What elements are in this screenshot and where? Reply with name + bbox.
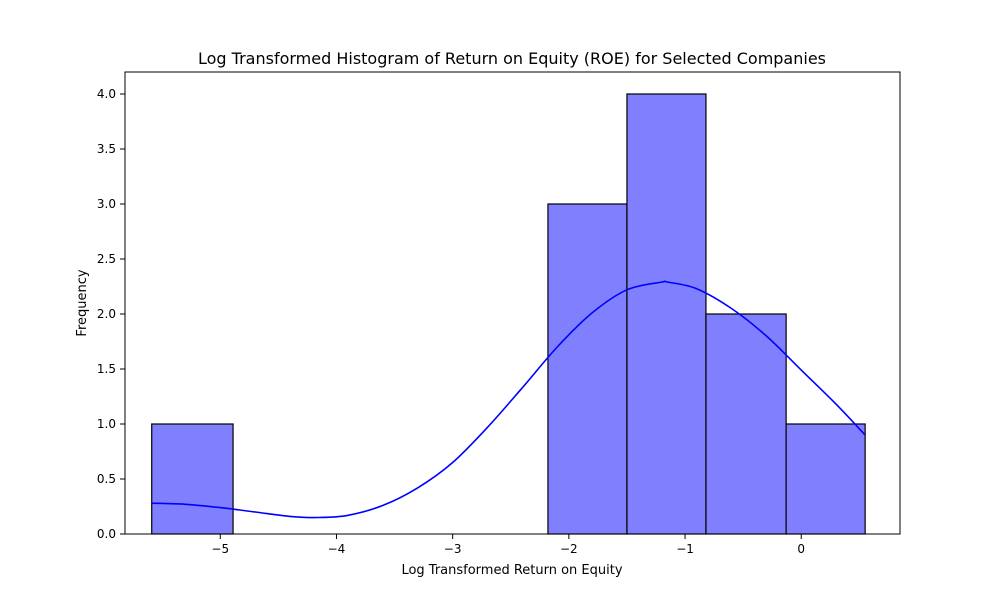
histogram-bar-8 [785, 423, 866, 535]
x-tick-label: −1 [676, 542, 694, 556]
y-axis: 0.0 0.5 1.0 1.5 2.0 2.5 3.0 3.5 4.0 [97, 87, 125, 541]
plot-frame [124, 71, 901, 535]
kde-layer [151, 280, 866, 519]
x-tick-label: 0 [797, 542, 805, 556]
histogram-bar-6 [626, 93, 707, 535]
histogram-bars [151, 93, 866, 535]
histogram-bar-0 [151, 423, 234, 535]
histogram-bar-5 [547, 203, 628, 535]
y-tick-label: 4.0 [97, 87, 116, 101]
y-tick-label: 2.5 [97, 252, 116, 266]
x-axis: −5 −4 −3 −2 −1 0 [211, 534, 805, 556]
x-tick-label: −2 [560, 542, 578, 556]
x-tick-label: −5 [211, 542, 229, 556]
x-tick-label: −4 [328, 542, 346, 556]
y-tick-label: 0.5 [97, 472, 116, 486]
y-axis-label: Frequency [75, 269, 90, 336]
kde-curve [151, 280, 866, 519]
x-tick-label: −3 [444, 542, 462, 556]
x-axis-label: Log Transformed Return on Equity [401, 563, 622, 578]
chart-title: Log Transformed Histogram of Return on E… [198, 49, 826, 68]
y-tick-label: 1.0 [97, 417, 116, 431]
y-tick-label: 1.5 [97, 362, 116, 376]
y-tick-label: 0.0 [97, 527, 116, 541]
y-tick-label: 3.5 [97, 142, 116, 156]
y-tick-label: 3.0 [97, 197, 116, 211]
y-tick-label: 2.0 [97, 307, 116, 321]
histogram-bar-7 [705, 313, 787, 535]
